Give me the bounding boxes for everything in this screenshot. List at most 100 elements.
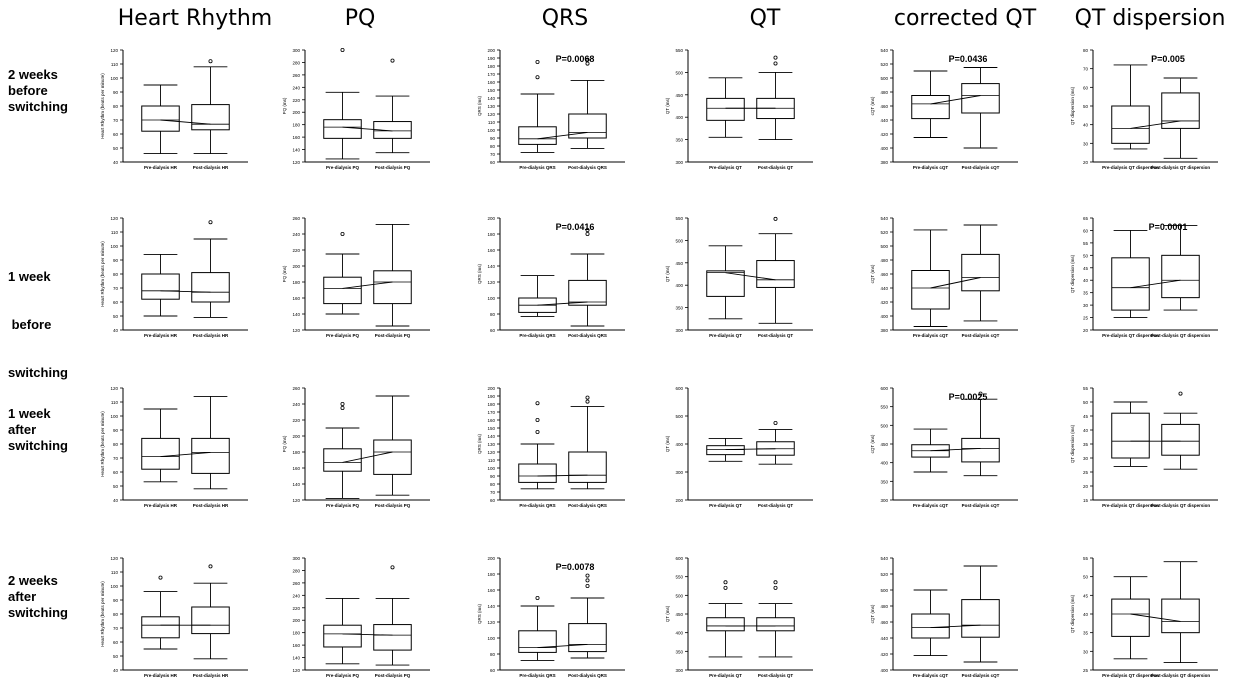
row-label-line: switching bbox=[8, 605, 68, 620]
row-label-1-week-before: 1 week before switching bbox=[8, 237, 68, 397]
y-tick-label: 110 bbox=[111, 62, 119, 67]
y-tick-label: 80 bbox=[490, 652, 496, 657]
category-label: Pre-dialysis cQT bbox=[913, 673, 949, 678]
outlier-point bbox=[585, 573, 590, 578]
row-label-line: 2 weeks bbox=[8, 573, 58, 588]
y-tick-label: 40 bbox=[1083, 428, 1089, 433]
outlier-point bbox=[773, 61, 778, 66]
y-tick-label: 120 bbox=[487, 620, 495, 625]
category-label: Post-dialysis QT bbox=[758, 165, 794, 170]
category-label: Post-dialysis QT bbox=[758, 333, 794, 338]
box bbox=[191, 272, 230, 303]
y-tick-label: 380 bbox=[880, 160, 888, 165]
y-tick-label: 160 bbox=[292, 643, 300, 648]
category-label: Post-dialysis QRS bbox=[568, 165, 607, 170]
y-tick-label: 260 bbox=[292, 73, 300, 78]
category-label: Pre-dialysis cQT bbox=[913, 165, 949, 170]
box bbox=[191, 104, 230, 131]
y-tick-label: 180 bbox=[487, 232, 495, 237]
category-label: Pre-dialysis QT dispersion bbox=[1102, 503, 1159, 508]
y-axis-label: cQT (ms) bbox=[870, 434, 875, 453]
y-tick-label: 240 bbox=[292, 402, 300, 407]
y-axis-label: PQ (ms) bbox=[282, 97, 287, 114]
box bbox=[706, 97, 745, 121]
category-label: Pre-dialysis PQ bbox=[326, 165, 360, 170]
y-tick-label: 100 bbox=[110, 414, 118, 419]
y-tick-label: 160 bbox=[487, 248, 495, 253]
row-label-line: switching bbox=[8, 438, 68, 453]
outlier-point bbox=[585, 61, 590, 66]
y-tick-label: 20 bbox=[1083, 328, 1089, 333]
outlier-point bbox=[390, 58, 395, 63]
box bbox=[1161, 598, 1200, 634]
outlier-point bbox=[340, 401, 345, 406]
y-tick-label: 450 bbox=[675, 93, 683, 98]
y-tick-label: 60 bbox=[1083, 85, 1089, 90]
y-tick-label: 25 bbox=[1083, 668, 1089, 673]
y-tick-label: 260 bbox=[292, 581, 300, 586]
box bbox=[1111, 412, 1150, 459]
outlier-point bbox=[208, 564, 213, 569]
box bbox=[323, 624, 362, 648]
category-label: Pre-dialysis QT bbox=[709, 165, 742, 170]
column-title-corrected-qt: corrected QT bbox=[893, 6, 1037, 31]
y-tick-label: 550 bbox=[675, 48, 683, 53]
y-tick-label: 70 bbox=[113, 118, 119, 123]
box bbox=[1111, 105, 1150, 144]
y-tick-label: 25 bbox=[1083, 470, 1089, 475]
y-tick-label: 300 bbox=[292, 556, 300, 561]
outlier-point bbox=[340, 48, 345, 53]
box bbox=[1161, 423, 1200, 456]
y-tick-label: 80 bbox=[490, 482, 496, 487]
box bbox=[373, 270, 412, 305]
row-label-line: after bbox=[8, 422, 37, 437]
y-tick-label: 80 bbox=[490, 144, 496, 149]
box bbox=[756, 260, 795, 288]
y-tick-label: 50 bbox=[113, 146, 119, 151]
y-axis-label: Heart Rhythm (beats per minute) bbox=[100, 73, 105, 139]
y-tick-label: 180 bbox=[292, 450, 300, 455]
y-tick-label: 60 bbox=[1083, 228, 1089, 233]
outlier-point bbox=[773, 55, 778, 60]
y-tick-label: 110 bbox=[488, 458, 496, 463]
y-tick-label: 400 bbox=[880, 668, 888, 673]
category-label: Pre-dialysis QT bbox=[709, 673, 742, 678]
row-label-line: switching bbox=[8, 99, 68, 114]
category-label: Post-dialysis HR bbox=[193, 503, 229, 508]
row-label-line: switching bbox=[8, 365, 68, 380]
y-tick-label: 45 bbox=[1083, 593, 1089, 598]
y-tick-label: 30 bbox=[1083, 649, 1089, 654]
box bbox=[518, 463, 557, 483]
y-tick-label: 450 bbox=[675, 612, 683, 617]
y-tick-label: 600 bbox=[880, 386, 888, 391]
y-tick-label: 50 bbox=[113, 654, 119, 659]
category-label: Post-dialysis cQT bbox=[962, 673, 1000, 678]
y-tick-label: 540 bbox=[880, 48, 888, 53]
box bbox=[1111, 257, 1150, 311]
y-tick-label: 50 bbox=[1083, 253, 1089, 258]
box bbox=[568, 279, 607, 306]
y-tick-label: 350 bbox=[675, 306, 683, 311]
y-tick-label: 500 bbox=[675, 70, 683, 75]
y-tick-label: 400 bbox=[675, 631, 683, 636]
median-connector bbox=[1130, 613, 1181, 622]
y-tick-label: 440 bbox=[880, 286, 888, 291]
box bbox=[373, 121, 412, 139]
y-tick-label: 100 bbox=[487, 128, 495, 133]
median-connector bbox=[930, 95, 981, 105]
y-tick-label: 500 bbox=[880, 423, 888, 428]
median-connector bbox=[160, 451, 211, 458]
p-value-label: P=0.005 bbox=[1151, 54, 1185, 64]
y-tick-label: 480 bbox=[880, 258, 888, 263]
row-label-line: 1 week bbox=[8, 406, 51, 421]
box bbox=[568, 623, 607, 653]
y-tick-label: 420 bbox=[880, 300, 888, 305]
y-tick-label: 130 bbox=[487, 442, 495, 447]
category-label: Post-dialysis QT dispersion bbox=[1151, 333, 1211, 338]
category-label: Post-dialysis QT dispersion bbox=[1151, 165, 1211, 170]
y-tick-label: 40 bbox=[113, 160, 119, 165]
y-tick-label: 110 bbox=[111, 570, 119, 575]
box bbox=[323, 448, 362, 472]
y-tick-label: 150 bbox=[487, 426, 495, 431]
y-tick-label: 350 bbox=[675, 649, 683, 654]
